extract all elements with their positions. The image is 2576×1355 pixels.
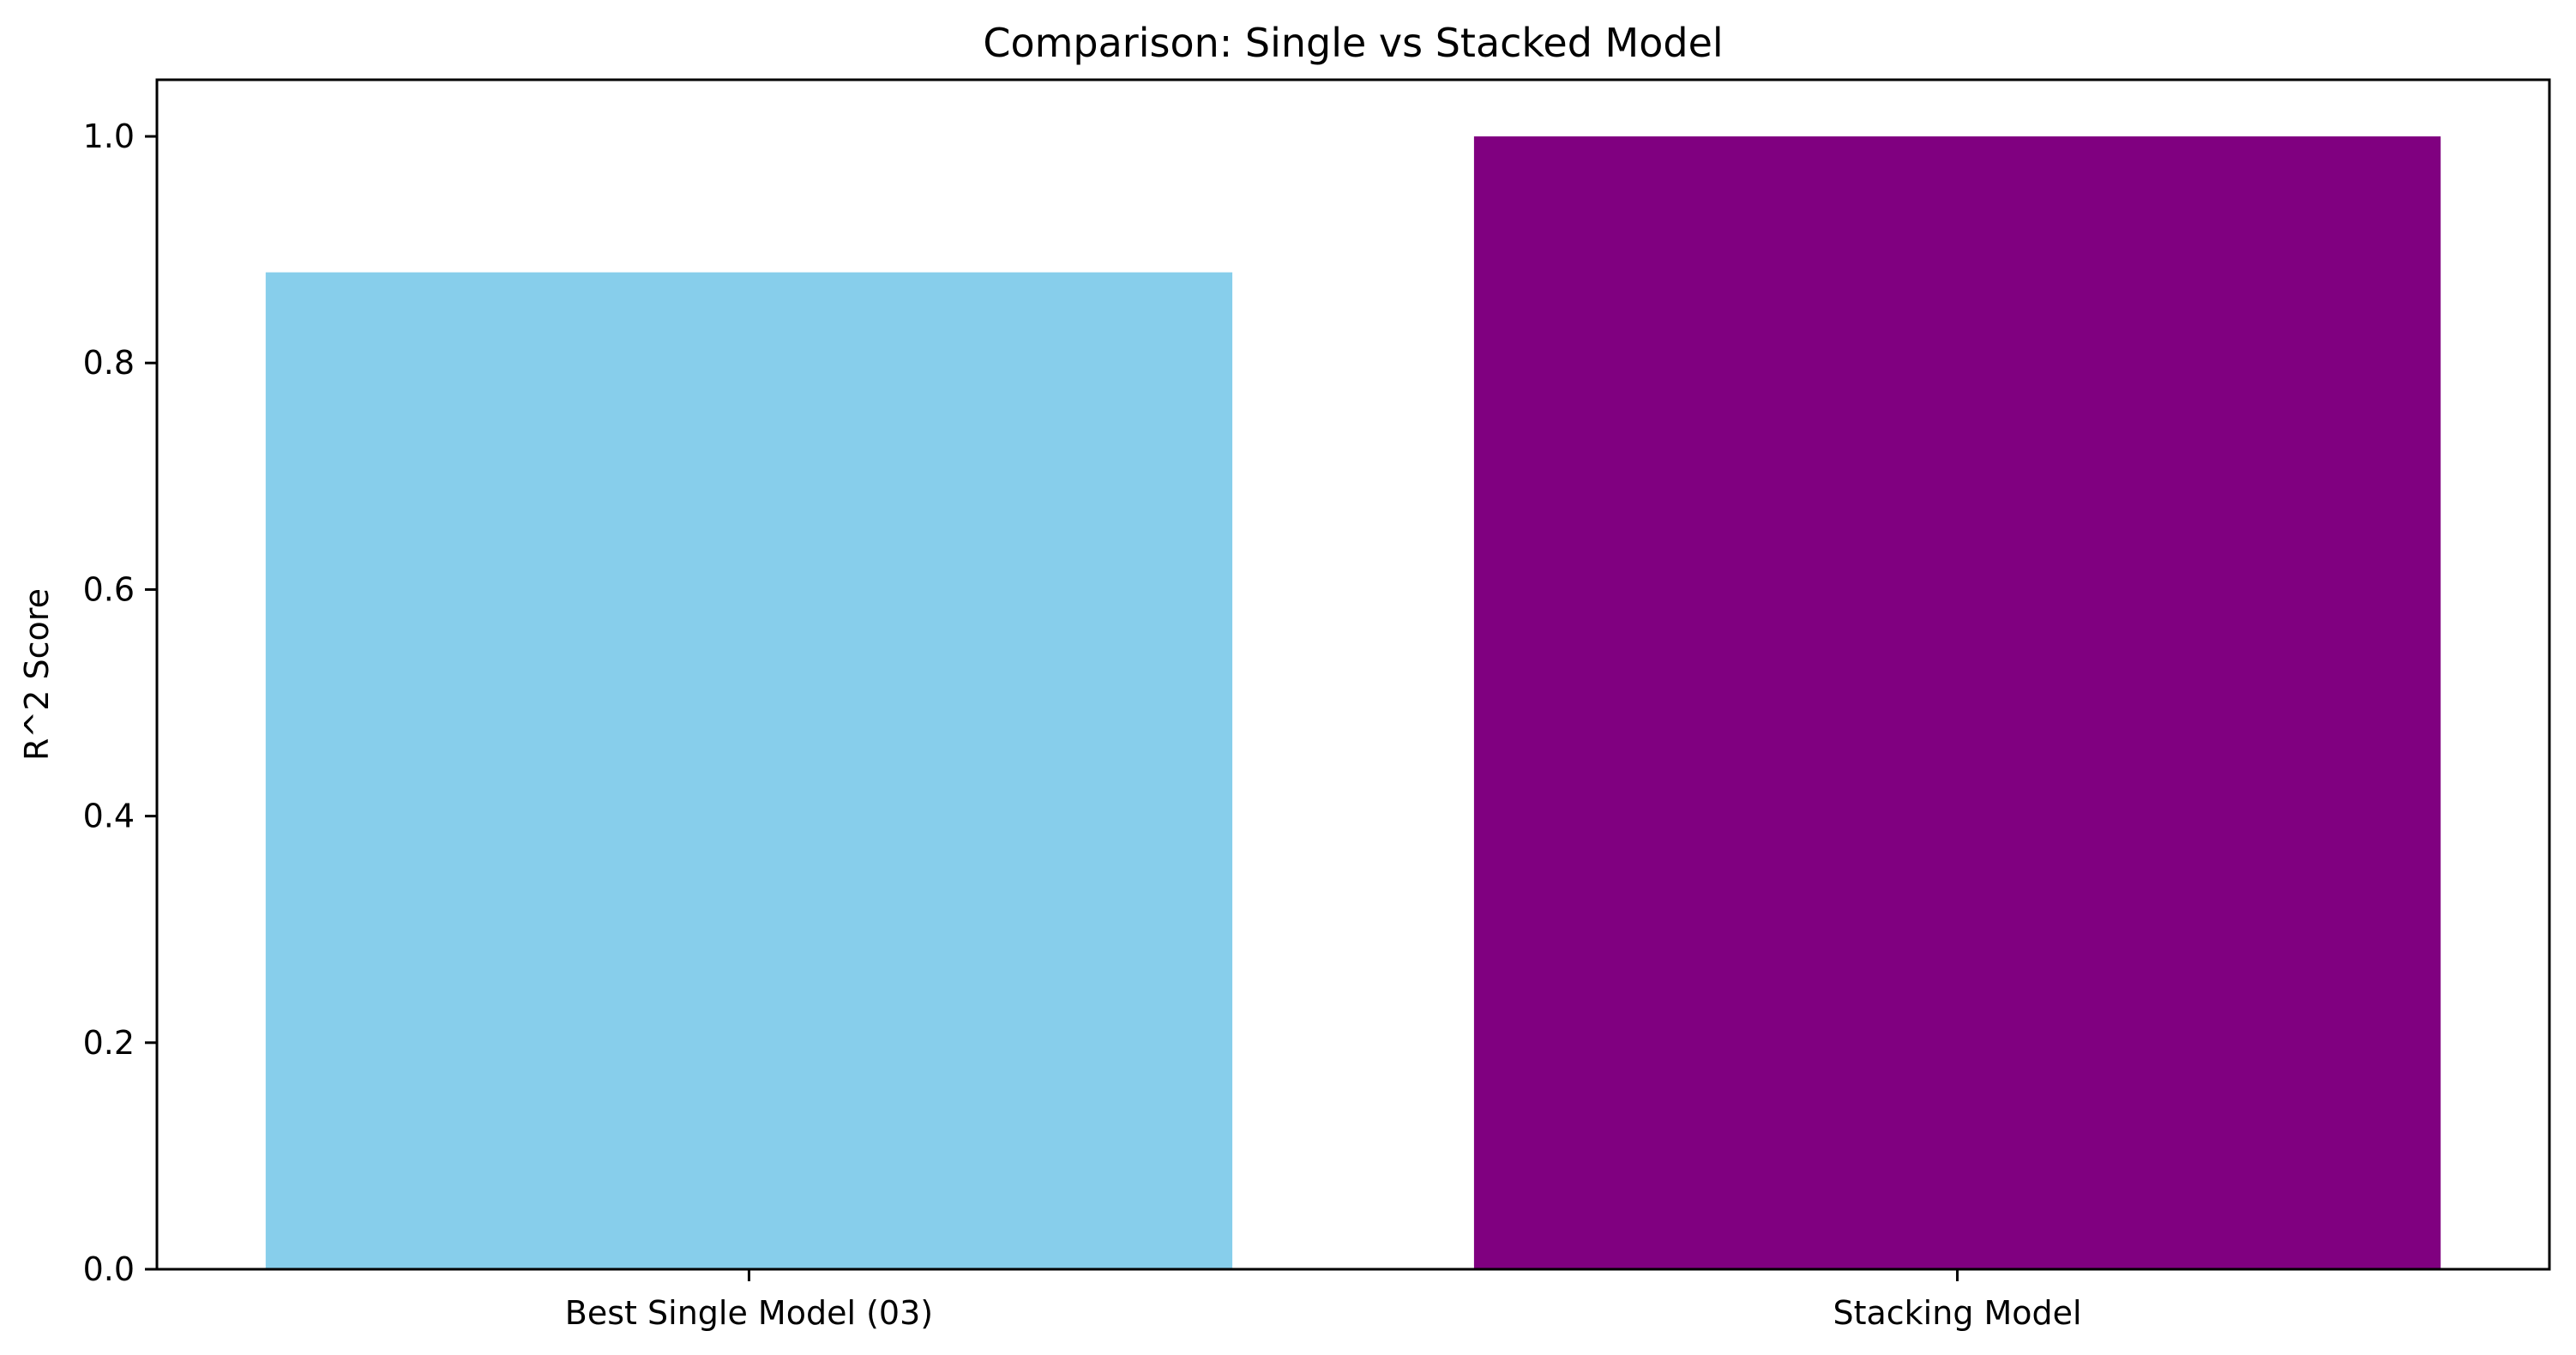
bar-0 (265, 272, 1233, 1269)
x-tick-label-1: Stacking Model (1833, 1294, 2081, 1332)
y-tick-label-5: 1.0 (83, 117, 135, 155)
y-axis-label: R^2 Score (18, 588, 56, 761)
y-tick-label-2: 0.4 (83, 798, 135, 835)
x-tick-label-0: Best Single Model (03) (565, 1294, 933, 1332)
chart-title: Comparison: Single vs Stacked Model (983, 20, 1723, 66)
bars-group (265, 136, 2441, 1270)
plot-frame (155, 78, 2551, 1271)
bar-1 (1473, 136, 2441, 1270)
y-axis-ticks: 0.0 0.2 0.4 0.6 0.8 1.0 (83, 117, 157, 1288)
y-tick-label-3: 0.6 (83, 570, 135, 608)
x-axis-ticks: Best Single Model (03) Stacking Model (565, 1269, 2082, 1332)
y-tick-label-0: 0.0 (83, 1250, 135, 1288)
y-tick-label-1: 0.2 (83, 1024, 135, 1062)
y-tick-label-4: 0.8 (83, 344, 135, 382)
